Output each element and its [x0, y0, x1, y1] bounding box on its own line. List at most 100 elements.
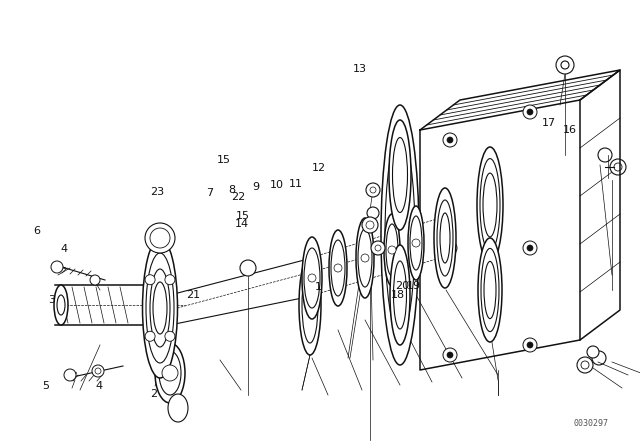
Circle shape: [527, 109, 533, 115]
Circle shape: [443, 133, 457, 147]
Ellipse shape: [483, 173, 497, 237]
Circle shape: [412, 239, 420, 247]
Circle shape: [361, 254, 369, 262]
Circle shape: [375, 245, 381, 251]
Circle shape: [371, 241, 385, 255]
Circle shape: [90, 275, 100, 285]
Ellipse shape: [478, 238, 502, 342]
Ellipse shape: [331, 240, 345, 296]
Ellipse shape: [394, 261, 406, 329]
Circle shape: [527, 342, 533, 348]
Ellipse shape: [329, 230, 347, 306]
Ellipse shape: [477, 147, 503, 263]
Ellipse shape: [385, 135, 415, 335]
Ellipse shape: [150, 269, 170, 347]
Ellipse shape: [484, 261, 496, 319]
Circle shape: [388, 246, 396, 254]
Text: 21: 21: [186, 290, 200, 300]
Ellipse shape: [358, 229, 372, 287]
Text: 7: 7: [206, 188, 214, 198]
Ellipse shape: [434, 188, 456, 288]
Text: 4: 4: [60, 244, 68, 254]
Circle shape: [165, 331, 175, 341]
Ellipse shape: [381, 105, 419, 365]
Ellipse shape: [481, 248, 499, 332]
Text: 16: 16: [563, 125, 577, 135]
Ellipse shape: [302, 237, 322, 319]
Ellipse shape: [389, 120, 411, 230]
Ellipse shape: [384, 214, 400, 286]
Text: 14: 14: [235, 219, 249, 229]
Text: 10: 10: [269, 181, 284, 190]
Circle shape: [366, 221, 374, 229]
Text: 5: 5: [43, 381, 49, 391]
Text: 18: 18: [391, 290, 405, 300]
Ellipse shape: [54, 285, 68, 325]
Circle shape: [165, 275, 175, 285]
Text: 6: 6: [34, 226, 40, 236]
Ellipse shape: [356, 218, 374, 298]
Circle shape: [240, 260, 256, 276]
Circle shape: [614, 163, 622, 171]
Ellipse shape: [153, 282, 167, 334]
Text: 15: 15: [236, 211, 250, 221]
Ellipse shape: [440, 213, 450, 263]
Text: 12: 12: [312, 163, 326, 173]
Circle shape: [523, 338, 537, 352]
Text: 20: 20: [395, 281, 409, 291]
Ellipse shape: [168, 394, 188, 422]
Ellipse shape: [143, 238, 177, 378]
Circle shape: [362, 217, 378, 233]
Ellipse shape: [302, 267, 318, 343]
Text: 0030297: 0030297: [573, 419, 608, 428]
Circle shape: [447, 137, 453, 143]
Circle shape: [577, 357, 593, 373]
Circle shape: [598, 148, 612, 162]
Circle shape: [447, 245, 453, 251]
Ellipse shape: [159, 351, 181, 395]
Circle shape: [527, 245, 533, 251]
Text: 9: 9: [252, 182, 260, 192]
Text: 1: 1: [316, 282, 322, 292]
Circle shape: [51, 261, 63, 273]
Ellipse shape: [304, 248, 320, 308]
Circle shape: [367, 207, 379, 219]
Circle shape: [447, 352, 453, 358]
Circle shape: [561, 61, 569, 69]
Circle shape: [610, 159, 626, 175]
Text: 15: 15: [217, 155, 231, 165]
Ellipse shape: [392, 138, 408, 212]
Circle shape: [162, 365, 178, 381]
Circle shape: [145, 275, 155, 285]
Ellipse shape: [155, 343, 185, 403]
Text: 23: 23: [150, 187, 164, 197]
Circle shape: [95, 368, 101, 374]
Ellipse shape: [299, 255, 321, 355]
Text: 8: 8: [228, 185, 236, 195]
Circle shape: [581, 361, 589, 369]
Ellipse shape: [57, 295, 65, 315]
Text: 11: 11: [289, 179, 303, 189]
Text: 13: 13: [353, 65, 367, 74]
Text: 4: 4: [95, 381, 103, 391]
Circle shape: [145, 331, 155, 341]
Ellipse shape: [410, 216, 422, 270]
Text: 2: 2: [150, 389, 157, 399]
Ellipse shape: [150, 228, 170, 248]
Circle shape: [370, 187, 376, 193]
Circle shape: [443, 241, 457, 255]
Text: 19: 19: [406, 281, 420, 291]
Text: 22: 22: [232, 192, 246, 202]
Text: 17: 17: [542, 118, 556, 128]
Circle shape: [443, 348, 457, 362]
Circle shape: [587, 346, 599, 358]
Circle shape: [592, 351, 606, 365]
Circle shape: [334, 264, 342, 272]
Circle shape: [523, 241, 537, 255]
Ellipse shape: [408, 206, 424, 280]
Circle shape: [92, 365, 104, 377]
Ellipse shape: [146, 253, 174, 363]
Circle shape: [366, 183, 380, 197]
Ellipse shape: [386, 224, 398, 276]
Circle shape: [523, 105, 537, 119]
